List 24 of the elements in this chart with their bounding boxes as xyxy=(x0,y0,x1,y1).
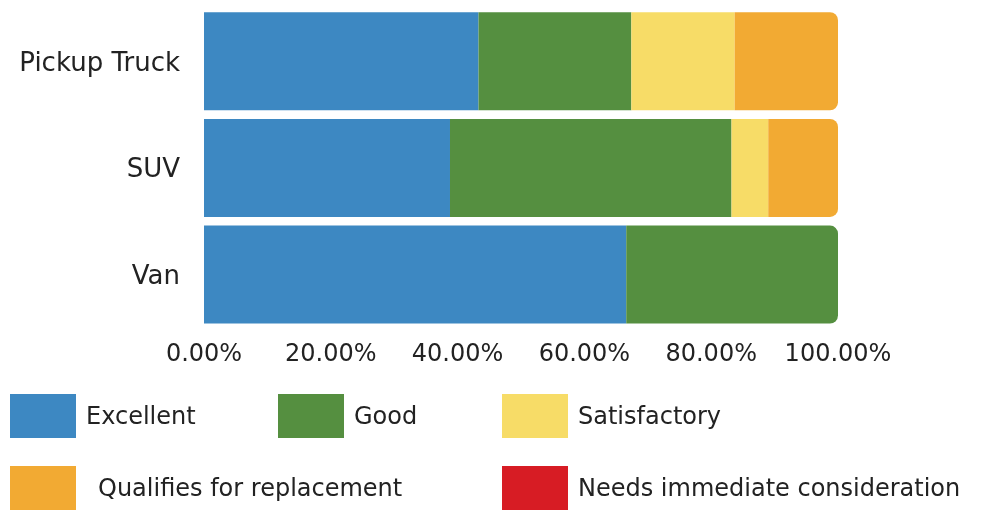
bar xyxy=(204,12,479,111)
x-tick-label: 40.00% xyxy=(411,339,504,368)
bar xyxy=(631,12,735,111)
legend-label: Excellent xyxy=(86,402,196,430)
y-tick-label: Pickup Truck xyxy=(19,46,180,77)
bar xyxy=(449,118,732,217)
bar xyxy=(731,118,769,217)
y-tick-label: SUV xyxy=(126,153,181,184)
bar xyxy=(204,225,627,324)
x-tick-label: 20.00% xyxy=(285,339,377,368)
bar xyxy=(478,12,632,111)
x-tick-label: 60.00% xyxy=(538,339,631,368)
bar xyxy=(204,118,450,217)
bar xyxy=(626,225,838,324)
x-tick-label: 0.00% xyxy=(165,339,243,368)
y-tick-label: Van xyxy=(131,259,180,290)
legend-label: Good xyxy=(354,402,418,430)
x-tick-label: 100.00% xyxy=(784,339,892,368)
legend-label: Needs immediate consideration xyxy=(578,474,961,502)
legend-label: Qualifies for replacement xyxy=(98,474,403,502)
x-tick-label: 80.00% xyxy=(665,339,757,368)
bar xyxy=(734,12,838,111)
bar xyxy=(768,118,838,217)
legend-label: Satisfactory xyxy=(578,402,722,430)
